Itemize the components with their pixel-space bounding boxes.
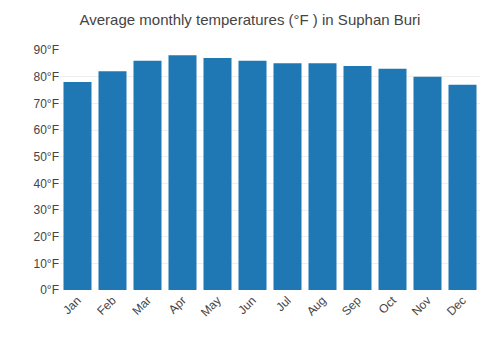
svg-text:60°F: 60°F [34,123,59,137]
svg-text:70°F: 70°F [34,97,59,111]
svg-text:Nov: Nov [409,293,434,318]
svg-text:10°F: 10°F [34,257,59,271]
svg-text:50°F: 50°F [34,150,59,164]
svg-text:20°F: 20°F [34,230,59,244]
svg-text:80°F: 80°F [34,70,59,84]
svg-text:30°F: 30°F [34,203,59,217]
svg-text:Apr: Apr [166,293,189,316]
svg-text:Mar: Mar [129,293,154,318]
svg-text:40°F: 40°F [34,177,59,191]
svg-text:Dec: Dec [444,293,469,318]
svg-text:90°F: 90°F [34,43,59,57]
svg-text:Jan: Jan [60,293,84,317]
svg-text:Aug: Aug [304,293,329,318]
svg-text:Oct: Oct [376,293,400,317]
svg-text:May: May [198,293,224,319]
svg-text:Sep: Sep [339,293,364,318]
svg-text:Jul: Jul [273,293,294,314]
svg-text:Average monthly temperatures (: Average monthly temperatures (°F ) in Su… [80,11,421,28]
svg-text:Feb: Feb [94,293,119,318]
svg-text:0°F: 0°F [40,283,59,297]
svg-text:Jun: Jun [235,293,259,317]
